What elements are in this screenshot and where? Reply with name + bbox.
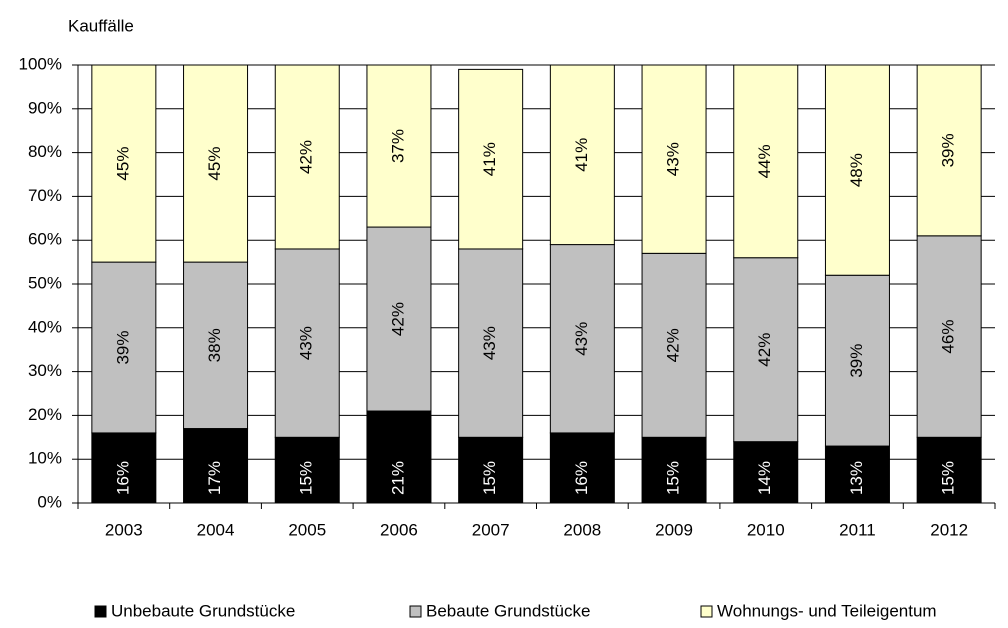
bar-segment xyxy=(366,226,432,412)
y-tick-label: 60% xyxy=(28,230,62,249)
data-label: 15% xyxy=(664,461,683,495)
x-tick-label: 2011 xyxy=(839,520,876,539)
data-label: 48% xyxy=(847,153,866,187)
bar-segment xyxy=(274,248,340,438)
data-label: 39% xyxy=(847,344,866,378)
bar-segment xyxy=(733,257,799,443)
x-tick-label: 2005 xyxy=(288,520,326,539)
bar-segment xyxy=(366,64,432,228)
bar-segment xyxy=(274,436,340,504)
bar-segment xyxy=(91,64,157,263)
bar-segment xyxy=(641,436,707,504)
x-tick-label: 2006 xyxy=(380,520,418,539)
x-tick-label: 2004 xyxy=(197,520,235,539)
data-label: 42% xyxy=(297,140,316,174)
data-label: 15% xyxy=(939,461,958,495)
x-tick-label: 2003 xyxy=(105,520,143,539)
y-tick-label: 10% xyxy=(28,449,62,468)
x-tick-label: 2010 xyxy=(747,520,785,539)
y-tick-label: 70% xyxy=(28,186,62,205)
bar-segment xyxy=(183,64,249,263)
x-tick-label: 2012 xyxy=(930,520,968,539)
x-tick-label: 2009 xyxy=(655,520,693,539)
bar-segment xyxy=(916,64,982,237)
legend-swatch xyxy=(94,605,107,618)
bar-segment xyxy=(458,436,524,504)
data-label: 16% xyxy=(572,461,591,495)
data-label: 45% xyxy=(205,147,224,181)
data-label: 42% xyxy=(388,302,407,336)
legend-label: Unbebaute Grundstücke xyxy=(111,601,295,620)
bar-segment xyxy=(458,248,524,438)
y-tick-label: 100% xyxy=(19,54,62,73)
data-label: 41% xyxy=(480,142,499,176)
y-tick-label: 0% xyxy=(37,492,62,511)
data-label: 37% xyxy=(388,129,407,163)
data-label: 38% xyxy=(205,328,224,362)
data-label: 43% xyxy=(480,326,499,360)
data-label: 17% xyxy=(205,461,224,495)
legend-swatch xyxy=(700,605,713,618)
data-label: 39% xyxy=(113,330,132,364)
bar-segment xyxy=(916,436,982,504)
data-label: 21% xyxy=(388,461,407,495)
bar-segment xyxy=(641,252,707,438)
y-tick-label: 30% xyxy=(28,361,62,380)
data-label: 41% xyxy=(572,138,591,172)
bar-segment xyxy=(641,64,707,254)
bar-segment xyxy=(549,244,615,434)
data-label: 43% xyxy=(664,142,683,176)
data-label: 42% xyxy=(664,328,683,362)
bar-segment xyxy=(916,235,982,438)
bar-segment xyxy=(183,428,249,504)
y-axis-label: Kauffälle xyxy=(68,16,134,35)
data-label: 42% xyxy=(755,333,774,367)
data-label: 15% xyxy=(297,461,316,495)
data-label: 43% xyxy=(572,322,591,356)
legend-label: Wohnungs- und Teileigentum xyxy=(717,601,937,620)
data-label: 15% xyxy=(480,461,499,495)
y-tick-label: 90% xyxy=(28,98,62,117)
y-tick-label: 80% xyxy=(28,142,62,161)
bar-segment xyxy=(366,410,432,504)
data-label: 14% xyxy=(755,461,774,495)
data-label: 39% xyxy=(939,133,958,167)
bar-segment xyxy=(549,432,615,504)
data-label: 16% xyxy=(113,461,132,495)
bar-segment xyxy=(824,445,890,504)
legend-label: Bebaute Grundstücke xyxy=(426,601,590,620)
bar-segment xyxy=(274,64,340,250)
bar-segment xyxy=(733,64,799,259)
bar-segment xyxy=(458,68,524,250)
x-tick-label: 2007 xyxy=(472,520,510,539)
bar-segment xyxy=(733,441,799,504)
y-tick-label: 50% xyxy=(28,273,62,292)
data-label: 45% xyxy=(113,147,132,181)
x-tick-label: 2008 xyxy=(563,520,601,539)
data-label: 13% xyxy=(847,461,866,495)
data-label: 44% xyxy=(755,144,774,178)
bar-segment xyxy=(824,64,890,276)
bar-segment xyxy=(91,261,157,434)
data-label: 43% xyxy=(297,326,316,360)
bar-segment xyxy=(549,64,615,246)
y-tick-label: 40% xyxy=(28,317,62,336)
data-label: 46% xyxy=(939,320,958,354)
y-tick-label: 20% xyxy=(28,405,62,424)
legend-swatch xyxy=(409,605,422,618)
